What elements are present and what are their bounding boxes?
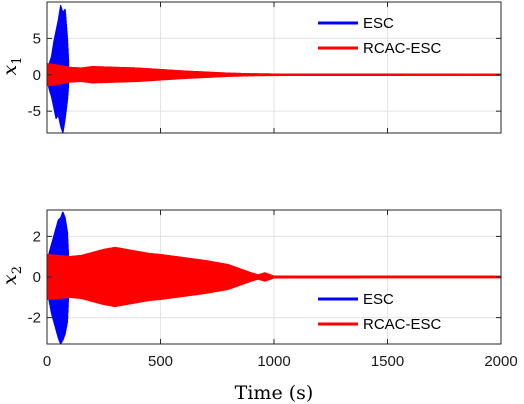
- y-tick-label: -2: [28, 310, 41, 327]
- y-tick-label: 5: [33, 30, 41, 47]
- legend: ESC RCAC-ESC: [318, 291, 442, 333]
- legend-label: RCAC-ESC: [363, 316, 442, 333]
- x-tick-label: 2000: [484, 353, 517, 370]
- series-group: [47, 211, 501, 344]
- x-tick-label: 1000: [257, 353, 290, 370]
- y-tick-label: 0: [33, 269, 41, 286]
- x-tick-label: 500: [148, 353, 173, 370]
- y-tick-label: 2: [33, 228, 41, 245]
- legend-label: ESC: [363, 15, 394, 32]
- series-line-rcac-esc: [47, 246, 501, 308]
- y-axis-label: x1: [0, 57, 25, 76]
- legend: ESC RCAC-ESC: [318, 15, 442, 57]
- plot-panel-1: -5 0 5 x1 ESC RCAC-ESC: [0, 1, 502, 134]
- legend-label: ESC: [363, 291, 394, 308]
- legend-label: RCAC-ESC: [363, 40, 442, 57]
- plot-panel-2: -2 0 2 0 500 1000 1500 2000 Time (s) x2 ESC RCAC-ES…: [0, 209, 518, 404]
- series-line-rcac-esc: [47, 63, 501, 87]
- x-tick-label: 0: [43, 353, 51, 370]
- y-tick-label: 0: [33, 67, 41, 84]
- y-axis-label: x2: [0, 266, 25, 285]
- series-group: [47, 4, 501, 133]
- x-axis-label: Time (s): [235, 382, 314, 404]
- y-tick-label: -5: [28, 103, 41, 120]
- x-tick-label: 1500: [371, 353, 404, 370]
